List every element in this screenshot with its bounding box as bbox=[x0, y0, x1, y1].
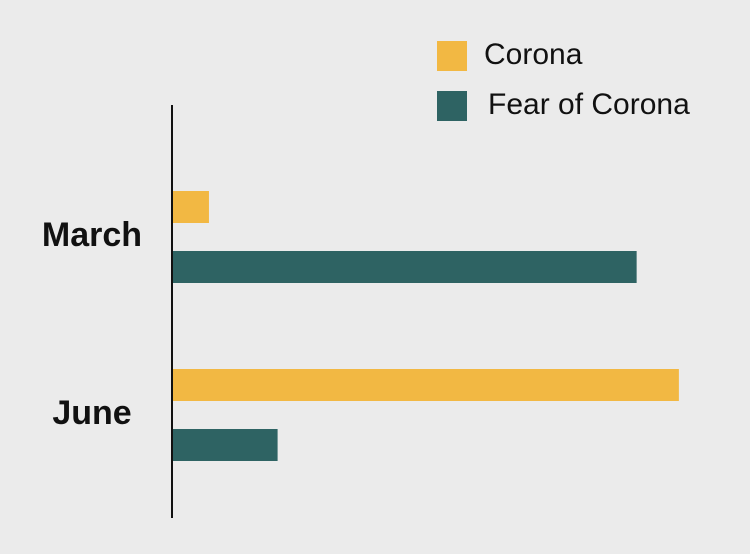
bar bbox=[172, 191, 209, 223]
y-tick-label: March bbox=[42, 216, 142, 254]
legend-label: Fear of Corona bbox=[488, 88, 690, 121]
y-tick-label: June bbox=[52, 394, 131, 432]
bar bbox=[172, 369, 679, 401]
legend-label: Corona bbox=[484, 38, 583, 71]
legend-swatch bbox=[437, 41, 467, 71]
legend-swatch bbox=[437, 91, 467, 121]
bar bbox=[172, 251, 637, 283]
bar bbox=[172, 429, 278, 461]
